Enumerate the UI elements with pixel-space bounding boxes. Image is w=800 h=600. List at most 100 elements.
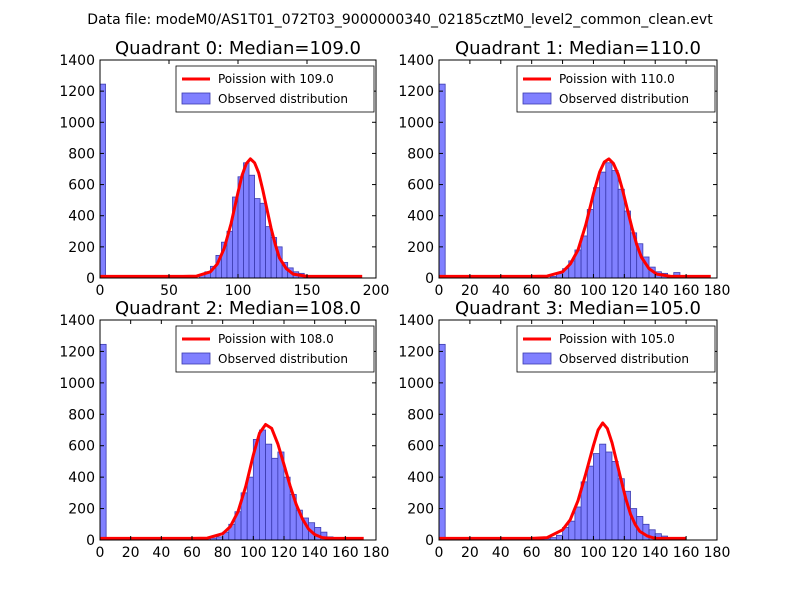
y-tick-label: 1200 [398,84,434,100]
x-tick-label: 80 [214,545,232,561]
histogram-bar [599,171,607,278]
histogram-bar [611,170,619,278]
legend-bar-swatch [181,352,211,365]
x-tick-label: 80 [554,283,572,299]
legend: Poission with 109.0 Observed distribution [175,65,375,113]
x-tick-label: 100 [225,283,252,299]
x-tick-label: 80 [554,545,572,561]
x-tick-label: 100 [240,545,267,561]
histogram-bar [611,461,619,540]
x-tick-label: 0 [96,283,105,299]
x-tick-label: 200 [363,283,390,299]
legend: Poission with 108.0 Observed distribution [175,325,375,373]
x-tick-label: 100 [580,283,607,299]
histogram-bar [100,83,106,278]
axes-frame [99,319,377,541]
y-tick-label: 1000 [398,376,434,392]
histogram-bar [100,343,107,540]
histogram-bar [439,83,446,278]
legend: Poission with 105.0 Observed distribution [516,325,716,373]
x-tick-label: 160 [332,545,359,561]
y-tick-label: 1400 [398,53,434,69]
x-tick-label: 20 [461,545,479,561]
x-tick-label: 160 [673,545,700,561]
histogram-bar [605,451,613,540]
histogram-bar [586,465,594,540]
y-tick-label: 600 [407,439,434,455]
x-tick-label: 0 [96,545,105,561]
legend-label-observed: Observed distribution [559,352,689,366]
x-tick-label: 140 [642,545,669,561]
y-tick-label: 600 [68,178,95,194]
subplot-title: Quadrant 3: Median=105.0 [455,298,701,319]
subplot-title: Quadrant 1: Median=110.0 [455,38,701,59]
y-tick-label: 0 [425,271,434,287]
legend-label-observed: Observed distribution [218,352,348,366]
x-tick-label: 50 [160,283,178,299]
y-tick-label: 0 [86,271,95,287]
subplot-grid: 0 50 100 150 2000200400600800100012001400Qua… [59,38,730,561]
legend-label-poisson: Poission with 105.0 [559,332,675,346]
x-tick-label: 40 [492,283,510,299]
legend-label-poisson: Poission with 110.0 [559,72,675,86]
x-tick-label: 180 [363,545,390,561]
y-tick-label: 200 [407,502,434,518]
histogram-bar [439,343,446,540]
y-tick-label: 1400 [59,313,95,329]
axes-frame [438,319,718,541]
plot-area [100,83,363,278]
subplot-title: Quadrant 0: Median=109.0 [115,38,361,59]
histogram-bar [265,226,272,278]
histogram-bar [254,198,261,278]
axes-frame [438,59,718,279]
x-tick-label: 120 [611,545,638,561]
legend-label-observed: Observed distribution [218,92,348,106]
x-tick-label: 180 [704,283,731,299]
histogram-bar [271,457,279,540]
y-tick-label: 800 [68,407,95,423]
x-tick-label: 60 [523,545,541,561]
x-tick-label: 40 [152,545,170,561]
histogram-bar [605,162,613,278]
y-tick-label: 800 [407,146,434,162]
histogram-bar [555,534,563,540]
y-tick-label: 200 [407,240,434,256]
legend: Poission with 110.0 Observed distribution [516,65,716,113]
histogram-bar [243,162,250,278]
y-tick-label: 400 [407,209,434,225]
x-tick-label: 100 [580,545,607,561]
histogram-bar [568,520,576,540]
poisson-curve [439,421,687,540]
histogram-bar [248,174,255,278]
y-tick-label: 0 [86,533,95,549]
x-tick-label: 150 [294,283,321,299]
y-tick-label: 600 [68,439,95,455]
histogram-bar [593,453,601,540]
y-tick-label: 1400 [398,313,434,329]
x-tick-label: 120 [271,545,298,561]
y-tick-label: 1200 [398,344,434,360]
subplot-quadrant-1: 0 20 40 60 80 100 120 140 160 180 0 200 400 600 800 100… [398,38,730,299]
histogram-bar [246,476,254,540]
plot-area [439,343,687,540]
y-tick-label: 1200 [59,344,95,360]
x-tick-label: 60 [183,545,201,561]
y-tick-label: 400 [407,470,434,486]
x-tick-label: 140 [642,283,669,299]
y-tick-label: 800 [68,146,95,162]
histogram-bar [259,429,267,540]
y-tick-label: 400 [68,209,95,225]
histogram-bar [599,443,607,540]
x-tick-label: 180 [704,545,731,561]
poisson-curve [100,423,364,540]
legend-label-poisson: Poission with 108.0 [218,332,334,346]
figure-suptitle: Data file: modeM0/AS1T01_072T03_90000003… [87,12,713,28]
y-tick-label: 400 [68,470,95,486]
y-tick-label: 1000 [59,115,95,131]
histogram-bar [580,235,588,278]
y-tick-label: 1400 [59,53,95,69]
x-tick-label: 140 [301,545,328,561]
x-tick-label: 20 [461,283,479,299]
legend-bar-swatch [181,92,211,105]
